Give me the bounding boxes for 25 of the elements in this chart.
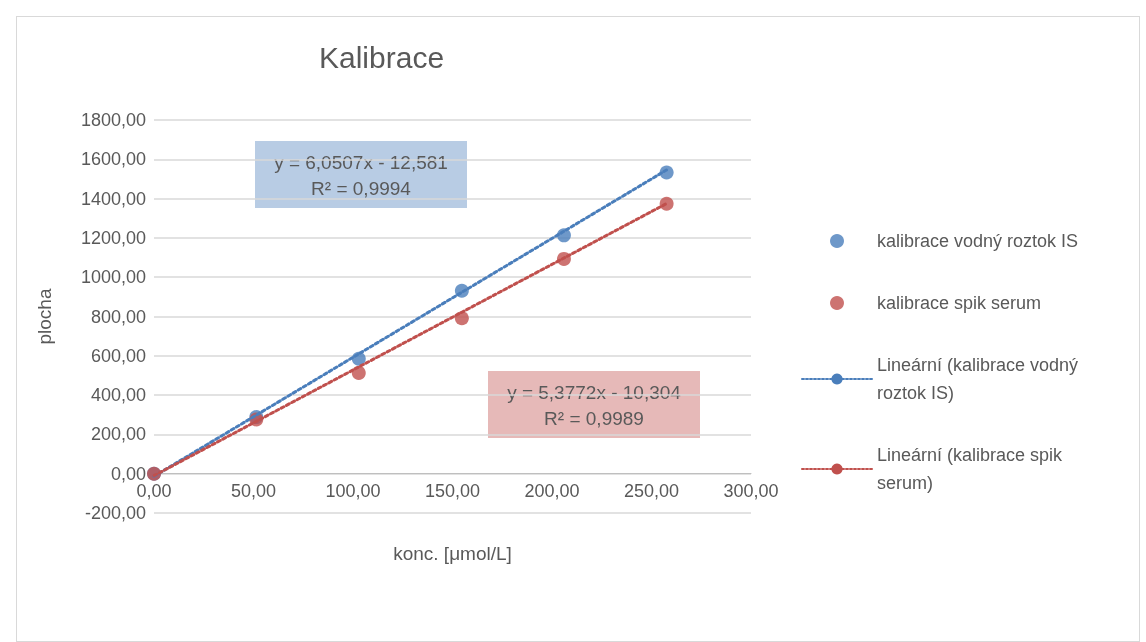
x-tick-label: 50,00 xyxy=(230,480,277,501)
y-tick-label: 1600,00 xyxy=(80,149,146,170)
legend-label: Lineární (kalibrace spik serum) xyxy=(877,445,1068,493)
y-tick-label: -200,00 xyxy=(84,503,146,523)
legend-label: kalibrace vodný roztok IS xyxy=(877,231,1079,251)
y-tick-label: 200,00 xyxy=(90,424,146,445)
legend-label: Lineární (kalibrace vodný roztok IS) xyxy=(877,355,1084,403)
y-tick-label: 1800,00 xyxy=(80,110,146,130)
x-axis-title: konc. [μmol/L] xyxy=(393,542,512,564)
y-tick-label: 400,00 xyxy=(90,385,146,406)
annotation: y = 5,3772x - 10,304 R² = 0,9989 xyxy=(507,381,682,429)
x-tick-label: 300,00 xyxy=(723,480,779,501)
x-tick-label: 200,00 xyxy=(524,480,580,501)
legend-label: kalibrace spik serum xyxy=(877,293,1042,313)
y-tick-label: 600,00 xyxy=(90,345,146,366)
x-tick-label: 100,00 xyxy=(325,480,381,501)
y-axis-title: plocha xyxy=(34,288,55,345)
annotation: y = 6,0507x - 12,581 R² = 0,9994 xyxy=(274,151,448,199)
y-tick-label: 1400,00 xyxy=(80,188,146,209)
y-tick-label: 800,00 xyxy=(90,306,146,327)
chart-title: Kalibrace xyxy=(319,40,445,74)
y-tick-label: 1000,00 xyxy=(80,267,146,288)
x-tick-label: 150,00 xyxy=(424,480,481,501)
x-tick-label: 250,00 xyxy=(623,480,680,501)
y-tick-label: 1200,00 xyxy=(80,227,146,248)
